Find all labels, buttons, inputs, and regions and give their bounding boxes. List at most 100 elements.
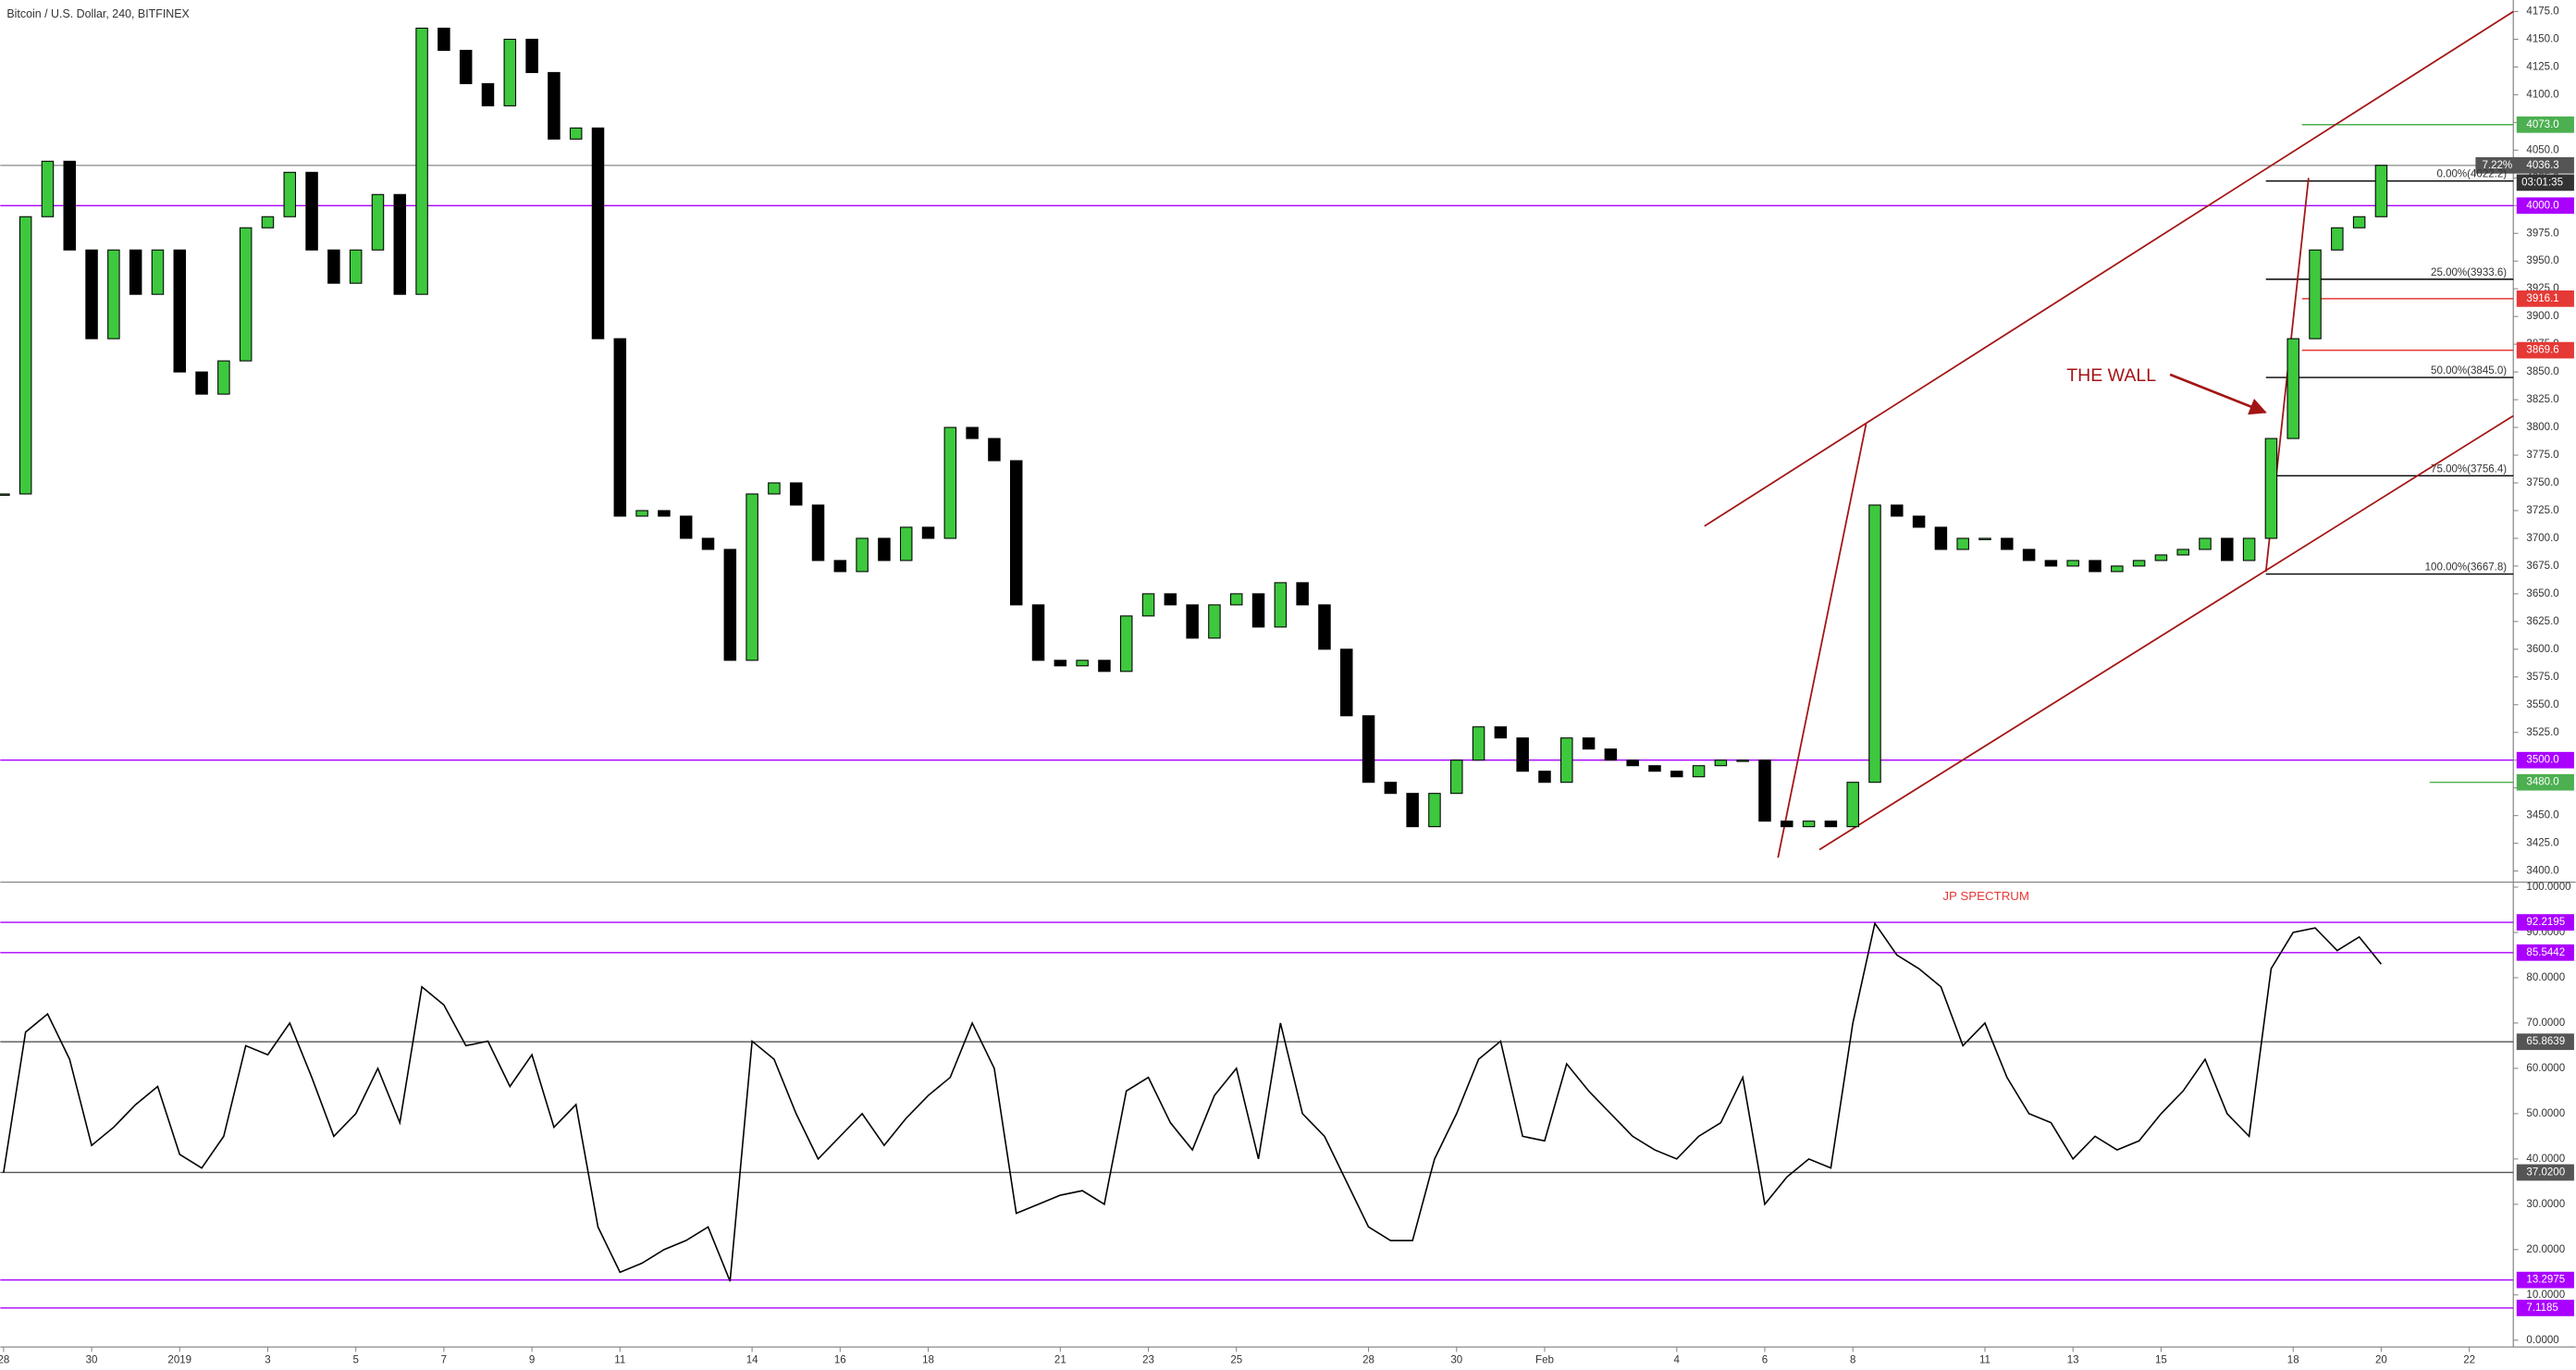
y-tick-label: 3900.0 [2526, 311, 2558, 322]
candle [2132, 560, 2146, 567]
candle [261, 216, 275, 228]
x-tick-label: 7 [441, 1354, 447, 1365]
x-tick-label: 6 [1762, 1354, 1768, 1365]
candle [789, 482, 803, 506]
candle [283, 171, 297, 217]
candle [239, 227, 253, 362]
y-tick-label: 3675.0 [2526, 561, 2558, 572]
x-tick-label: 13 [2067, 1354, 2079, 1365]
candle [305, 171, 318, 251]
y-tick-label: 70.0000 [2526, 1018, 2565, 1029]
y-tick-label: 3725.0 [2526, 505, 2558, 516]
x-tick-label: 5 [352, 1354, 358, 1365]
candle [371, 193, 385, 251]
candle [1472, 726, 1485, 761]
y-tick-label: 3950.0 [2526, 255, 2558, 266]
y-tick-label: 40.0000 [2526, 1154, 2565, 1165]
candle [856, 537, 869, 573]
x-tick-label: 4 [1674, 1354, 1681, 1365]
y-tick-label: 4175.0 [2526, 6, 2558, 18]
candle [878, 537, 891, 562]
level-label: 7.1185 [2526, 1302, 2558, 1314]
candle [1781, 821, 1793, 828]
level-box [2516, 341, 2574, 359]
candle [1714, 759, 1728, 767]
y-tick-label: 3400.0 [2526, 866, 2558, 877]
candle [195, 371, 208, 395]
candle [1406, 793, 1419, 828]
candle [2286, 338, 2299, 439]
fib-label: 50.00%(3845.0) [2431, 365, 2507, 376]
y-tick-label: 90.0000 [2526, 927, 2565, 938]
candle [85, 249, 98, 339]
y-tick-label: 4100.0 [2526, 89, 2558, 100]
candle [1956, 537, 1969, 550]
candle [1119, 615, 1133, 673]
x-tick-label: 28 [1362, 1354, 1374, 1365]
candle [1009, 460, 1023, 606]
candle [1758, 759, 1771, 822]
x-tick-label: 14 [746, 1354, 758, 1365]
chart-title: Bitcoin / U.S. Dollar, 240, BITFINEX [6, 7, 190, 20]
countdown-box [2516, 174, 2574, 191]
candle [679, 515, 693, 539]
candle [1868, 504, 1881, 784]
candle [569, 127, 583, 140]
indicator-title: JP SPECTRUM [1942, 889, 2029, 903]
x-tick-label: Feb [1535, 1354, 1554, 1365]
trend-line [1704, 10, 2514, 527]
x-tick-label: 9 [529, 1354, 535, 1365]
candle [1846, 782, 1859, 828]
candle [1229, 593, 1243, 606]
candle [1186, 604, 1199, 639]
y-tick-label: 3800.0 [2526, 422, 2558, 433]
y-tick-label: 4125.0 [2526, 61, 2558, 72]
candle [1208, 604, 1221, 639]
candle [503, 38, 517, 106]
x-tick-label: 21 [1054, 1354, 1066, 1365]
x-tick-label: 2019 [167, 1354, 191, 1365]
candle [1560, 737, 1573, 784]
candle [1141, 593, 1155, 617]
y-tick-label: 3450.0 [2526, 810, 2558, 821]
candle [2221, 537, 2234, 562]
y-tick-label: 60.0000 [2526, 1063, 2565, 1074]
level-label: 13.2975 [2526, 1275, 2565, 1286]
candle [1934, 526, 1948, 550]
fib-label: 25.00%(3933.6) [2431, 267, 2507, 278]
candle [173, 249, 187, 373]
fib-label: 0.00%(4022.2) [2436, 169, 2507, 180]
candle [658, 510, 671, 517]
candle [2022, 549, 2036, 562]
level-label: 65.8639 [2526, 1036, 2565, 1047]
y-tick-label: 3550.0 [2526, 699, 2558, 710]
candle [966, 426, 979, 439]
candle [2089, 560, 2101, 573]
candle [723, 549, 737, 661]
candle [525, 38, 538, 73]
annotation: THE WALL [2066, 365, 2156, 386]
level-label: 3480.0 [2526, 777, 2558, 788]
candle [2331, 227, 2344, 251]
candle [1891, 504, 1904, 517]
candle [943, 426, 957, 539]
y-tick-label: 4150.0 [2526, 33, 2558, 44]
y-tick-label: 3600.0 [2526, 644, 2558, 655]
y-tick-label: 3700.0 [2526, 533, 2558, 544]
level-label: 85.5442 [2526, 947, 2565, 958]
y-tick-label: 3525.0 [2526, 727, 2558, 738]
candle [548, 71, 561, 140]
y-tick-label: 3775.0 [2526, 450, 2558, 461]
y-tick-label: 10.0000 [2526, 1290, 2565, 1301]
candle [1912, 515, 1926, 528]
y-tick-label: 3825.0 [2526, 394, 2558, 405]
y-tick-label: 3750.0 [2526, 477, 2558, 488]
candle [1054, 660, 1067, 667]
level-label: 3916.1 [2526, 293, 2558, 304]
candle [438, 27, 450, 51]
candle [1648, 765, 1661, 772]
annotation-arrow [2169, 373, 2267, 415]
candle [613, 338, 627, 517]
candle [2199, 537, 2212, 550]
